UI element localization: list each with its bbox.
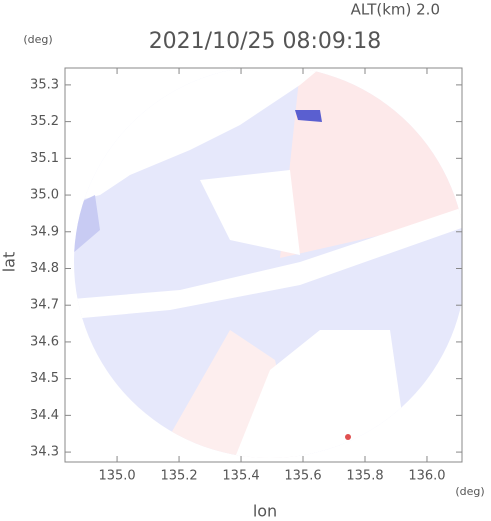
strong-negative [74, 195, 100, 260]
y-axis-label: lat [0, 252, 19, 273]
y-tick-label: 34.9 [30, 224, 59, 239]
y-unit: (deg) [23, 33, 52, 46]
y-tick-label: 34.3 [30, 445, 59, 460]
y-tick-label: 34.7 [30, 298, 59, 313]
x-unit: (deg) [455, 485, 484, 498]
x-tick-label: 135.8 [346, 469, 383, 484]
strong-positive [345, 434, 351, 440]
x-tick-label: 136.0 [408, 469, 445, 484]
y-tick-label: 34.8 [30, 261, 59, 276]
y-tick-label: 35.3 [30, 77, 59, 92]
y-tick-label: 34.4 [30, 408, 59, 423]
plot-frame [64, 67, 463, 463]
zero-band [74, 205, 462, 320]
y-tick-label: 35.1 [30, 151, 59, 166]
strong-negative [74, 215, 75, 240]
y-tick-label: 34.6 [30, 334, 59, 349]
y-tick-label: 35.2 [30, 114, 59, 129]
strong-negative [295, 110, 322, 122]
y-tick-label: 34.5 [30, 371, 59, 386]
altitude-label: ALT(km) 2.0 [351, 1, 440, 19]
x-tick-label: 135.4 [222, 469, 259, 484]
y-tick-label: 35.0 [30, 188, 59, 203]
velocity-field [74, 68, 462, 458]
x-tick-label: 135.6 [284, 469, 321, 484]
x-axis-label: lon [253, 502, 277, 521]
x-tick-label: 135.0 [98, 469, 135, 484]
chart-title: 2021/10/25 08:09:18 [149, 29, 382, 54]
x-tick-label: 135.2 [160, 469, 197, 484]
zero-region [200, 170, 300, 255]
